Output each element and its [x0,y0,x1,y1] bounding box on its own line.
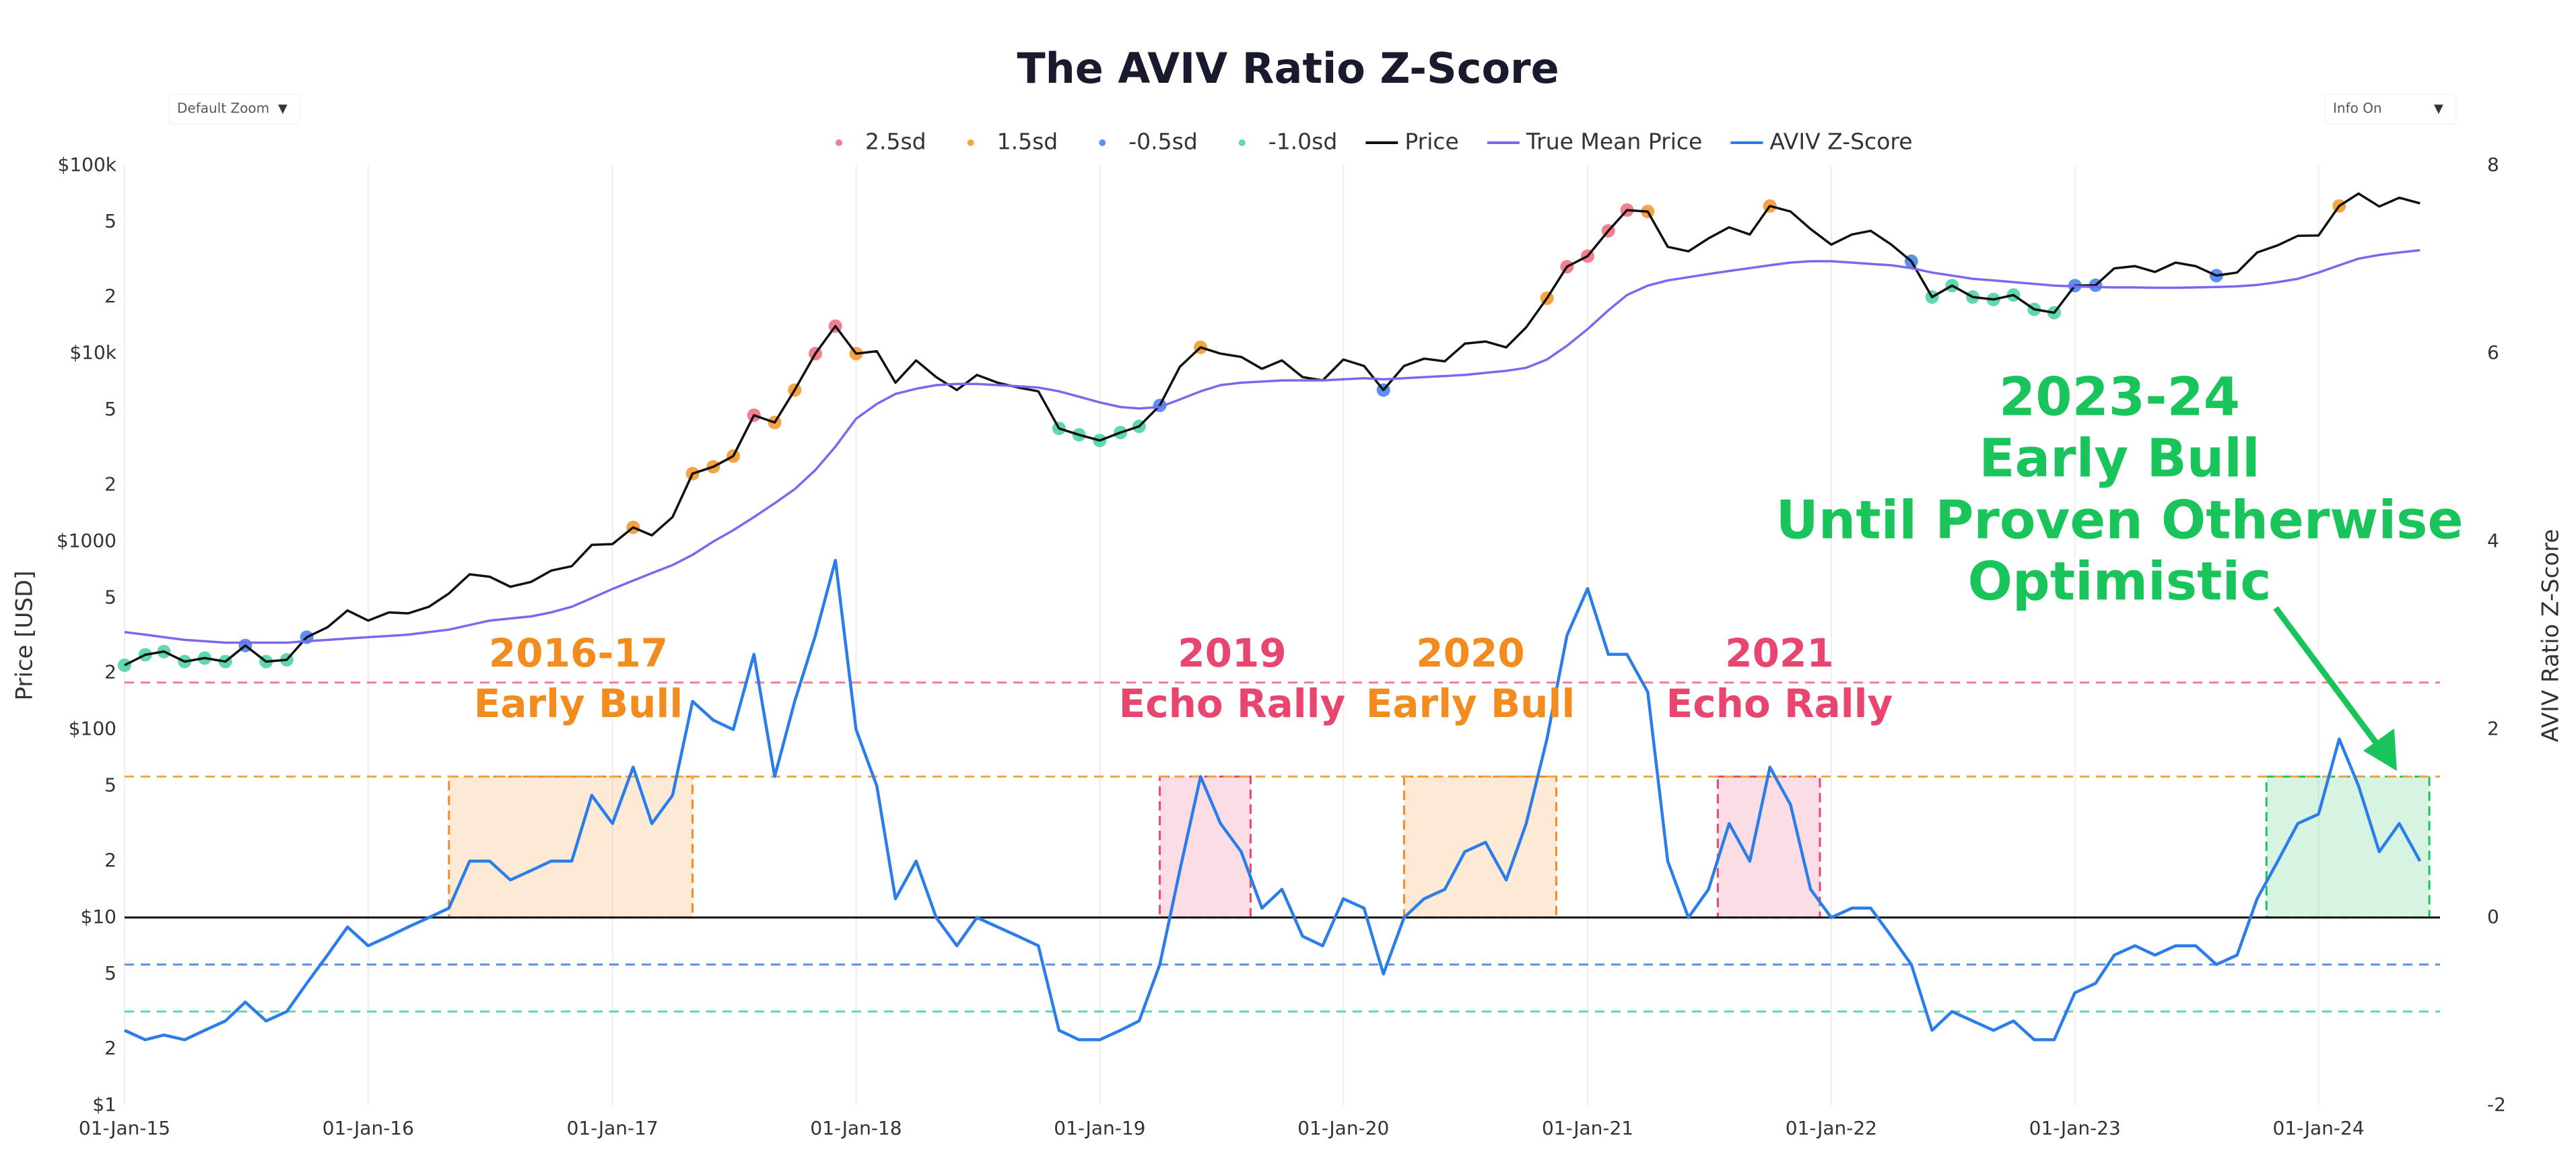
annotation-label: Early Bull [474,681,683,726]
y2-tick-label: 8 [2487,154,2499,176]
dropdown [2324,94,2457,125]
y-tick-label: $100 [69,718,116,740]
annotation-label: Echo Rally [1119,681,1346,726]
annotation-box [448,775,694,919]
legend-label: 2.5sd [865,129,926,155]
y2-tick-label: -2 [2487,1093,2506,1116]
x-tick-label: 01-Jan-18 [810,1117,902,1139]
y-axis-title: Price [USD] [11,571,38,701]
y2-tick-label: 0 [2487,906,2499,928]
dropdown-label: Default Zoom [177,100,269,116]
y-tick-label: $100k [58,154,117,176]
annotation-label: 2023-24 [1999,367,2240,428]
legend-label: 1.5sd [997,129,1058,155]
annotation-box [2265,775,2431,919]
series-line [124,248,2420,644]
chart-title: The AVIV Ratio Z-Score [1017,44,1559,93]
y-tick-label: 5 [104,774,116,796]
legend-swatch [1099,139,1106,146]
annotation-label: 2016-17 [489,630,668,676]
legend-label: Price [1404,129,1459,155]
y-tick-label: 5 [104,586,116,608]
y2-tick-label: 2 [2487,718,2499,740]
dropdown [168,94,301,125]
legend-label: -0.5sd [1128,129,1198,155]
annotation-arrowhead [2363,728,2397,771]
dropdown-arrow: ▼ [278,102,287,116]
x-tick-label: 01-Jan-23 [2029,1117,2121,1139]
x-tick-label: 01-Jan-20 [1297,1117,1389,1139]
y-tick-label: 2 [104,661,116,683]
legend-label: -1.0sd [1268,129,1338,155]
y-tick-label: 5 [104,398,116,420]
x-tick-label: 01-Jan-21 [1542,1117,1633,1139]
y-tick-label: 2 [104,473,116,495]
y-tick-label: 5 [104,962,116,984]
y-tick-label: 2 [104,849,116,871]
x-tick-label: 01-Jan-19 [1054,1117,1145,1139]
annotation-label: Early Bull [1979,428,2260,489]
x-tick-label: 01-Jan-22 [1786,1117,1877,1139]
annotation-arrow [2273,606,2386,755]
series-line [124,559,2422,1042]
dropdown-arrow: ▼ [2434,102,2443,116]
annotation-label: 2019 [1178,630,1286,676]
dropdown-label: Info On [2333,100,2382,116]
series-line [124,192,2420,667]
y-tick-label: $1 [92,1093,116,1116]
x-tick-label: 01-Jan-17 [567,1117,658,1139]
x-tick-label: 01-Jan-15 [79,1117,170,1139]
annotation-label: Echo Rally [1666,681,1893,726]
legend-label: AVIV Z-Score [1769,129,1912,155]
y-tick-label: 2 [104,1037,116,1059]
y-tick-label: $10 [81,906,116,928]
legend-label: True Mean Price [1526,129,1703,155]
y-tick-label: $10k [69,341,116,364]
y-tick-label: 2 [104,285,116,307]
annotation-label: Until Proven Otherwise [1775,490,2463,551]
annotation-label: 2021 [1725,630,1833,676]
y-tick-label: $1000 [57,529,116,551]
annotation-label: Optimistic [1968,551,2272,612]
legend-swatch [836,139,842,146]
x-tick-label: 01-Jan-24 [2272,1117,2364,1139]
legend-swatch [1238,139,1246,146]
annotation-box [1716,775,1821,919]
annotation-label: Early Bull [1366,681,1575,726]
legend-swatch [967,139,974,146]
x-tick-label: 01-Jan-16 [323,1117,414,1139]
y2-axis-title: AVIV Ratio Z-Score [2538,529,2565,743]
y-tick-label: 5 [104,210,116,232]
y2-tick-label: 6 [2487,341,2499,364]
annotation-label: 2020 [1416,630,1524,676]
y2-tick-label: 4 [2487,529,2499,551]
